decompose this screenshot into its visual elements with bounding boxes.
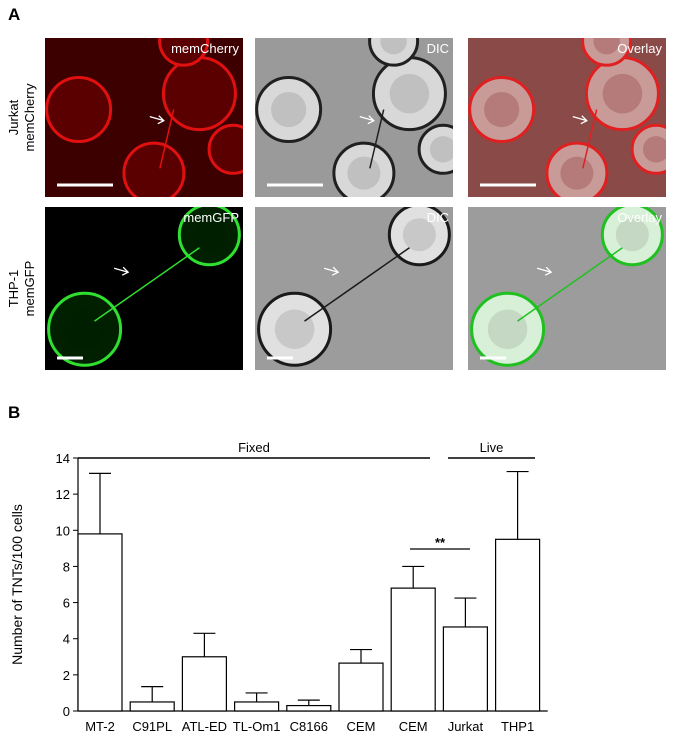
image-title: Overlay xyxy=(617,41,662,56)
panel-label: B xyxy=(8,403,20,422)
image-title: memCherry xyxy=(171,41,239,56)
x-tick-label: TL-Om1 xyxy=(233,719,281,734)
bar xyxy=(390,587,436,712)
cell-inner xyxy=(615,218,649,252)
cell-inner xyxy=(170,38,197,55)
x-tick-label: CEM xyxy=(399,719,428,734)
image-title: DIC xyxy=(427,41,449,56)
nanotube xyxy=(582,109,598,169)
micrograph: memGFP xyxy=(45,207,243,370)
bar xyxy=(495,538,541,712)
arrow xyxy=(359,115,375,125)
image-title: DIC xyxy=(427,210,449,225)
significance-label: ** xyxy=(435,535,446,550)
nanotube xyxy=(369,109,385,169)
y-tick-label: 6 xyxy=(63,596,70,611)
cell-inner xyxy=(593,38,620,55)
bar xyxy=(442,626,488,712)
nanotube xyxy=(304,247,410,322)
bar xyxy=(129,701,175,712)
cell-inner xyxy=(429,136,453,163)
micrograph: DIC xyxy=(255,207,453,370)
row-label: THP-1memGFP xyxy=(6,261,37,317)
y-tick-label: 0 xyxy=(63,704,70,719)
arrow xyxy=(323,266,340,276)
micrograph: memCherry xyxy=(45,38,243,197)
x-tick-label: THP1 xyxy=(501,719,534,734)
x-tick-label: ATL-ED xyxy=(182,719,227,734)
y-tick-label: 10 xyxy=(56,523,70,538)
micrograph: Overlay xyxy=(468,38,666,197)
cell-inner xyxy=(347,156,381,190)
y-tick-label: 14 xyxy=(56,451,70,466)
micrograph: Overlay xyxy=(468,207,666,370)
cell-inner xyxy=(389,73,430,114)
y-tick-label: 2 xyxy=(63,668,70,683)
cell-inner xyxy=(274,309,315,350)
cell-inner xyxy=(487,309,528,350)
row-label-line: memGFP xyxy=(22,261,37,317)
cell-inner xyxy=(560,156,594,190)
panel-label: A xyxy=(8,5,20,24)
cell-inner xyxy=(642,136,666,163)
bar xyxy=(181,656,227,712)
nanotube xyxy=(517,247,623,322)
bar xyxy=(338,662,384,712)
cell-inner xyxy=(61,91,97,128)
x-tick-label: CEM xyxy=(347,719,376,734)
arrow xyxy=(536,266,553,276)
x-tick-label: Jurkat xyxy=(448,719,484,734)
row-label-line: Jurkat xyxy=(6,99,21,135)
row-label-line: THP-1 xyxy=(6,270,21,308)
image-title: memGFP xyxy=(183,210,239,225)
x-tick-label: C8166 xyxy=(290,719,328,734)
y-tick-label: 12 xyxy=(56,487,70,502)
bar xyxy=(286,704,332,712)
cell-inner xyxy=(402,218,436,252)
bar xyxy=(77,533,123,712)
image-content xyxy=(255,207,453,370)
image-content xyxy=(468,38,666,197)
group-label: Live xyxy=(480,440,504,455)
cell-inner xyxy=(64,309,105,350)
cell-inner xyxy=(219,136,243,163)
image-content xyxy=(45,38,243,197)
image-title: Overlay xyxy=(617,210,662,225)
row-label-line: memCherry xyxy=(22,83,37,151)
cell-inner xyxy=(192,218,226,252)
y-axis-label: Number of TNTs/100 cells xyxy=(9,504,25,665)
y-tick-label: 4 xyxy=(63,632,70,647)
cell-inner xyxy=(137,156,171,190)
cell-inner xyxy=(484,91,520,128)
arrow xyxy=(149,115,165,125)
group-label: Fixed xyxy=(238,440,270,455)
x-tick-label: MT-2 xyxy=(85,719,115,734)
cell-inner xyxy=(602,73,643,114)
image-content xyxy=(468,207,666,370)
image-content xyxy=(255,38,453,197)
arrow xyxy=(113,266,130,276)
row-label: JurkatmemCherry xyxy=(6,83,37,151)
micrograph: DIC xyxy=(255,38,453,197)
bar xyxy=(234,701,280,712)
x-tick-label: C91PL xyxy=(132,719,172,734)
y-tick-label: 8 xyxy=(63,559,70,574)
cell-inner xyxy=(380,38,407,55)
cell-inner xyxy=(179,73,220,114)
nanotube xyxy=(159,109,175,169)
cell-inner xyxy=(271,91,307,128)
nanotube xyxy=(94,247,200,322)
arrow xyxy=(572,115,588,125)
image-content xyxy=(45,207,243,370)
